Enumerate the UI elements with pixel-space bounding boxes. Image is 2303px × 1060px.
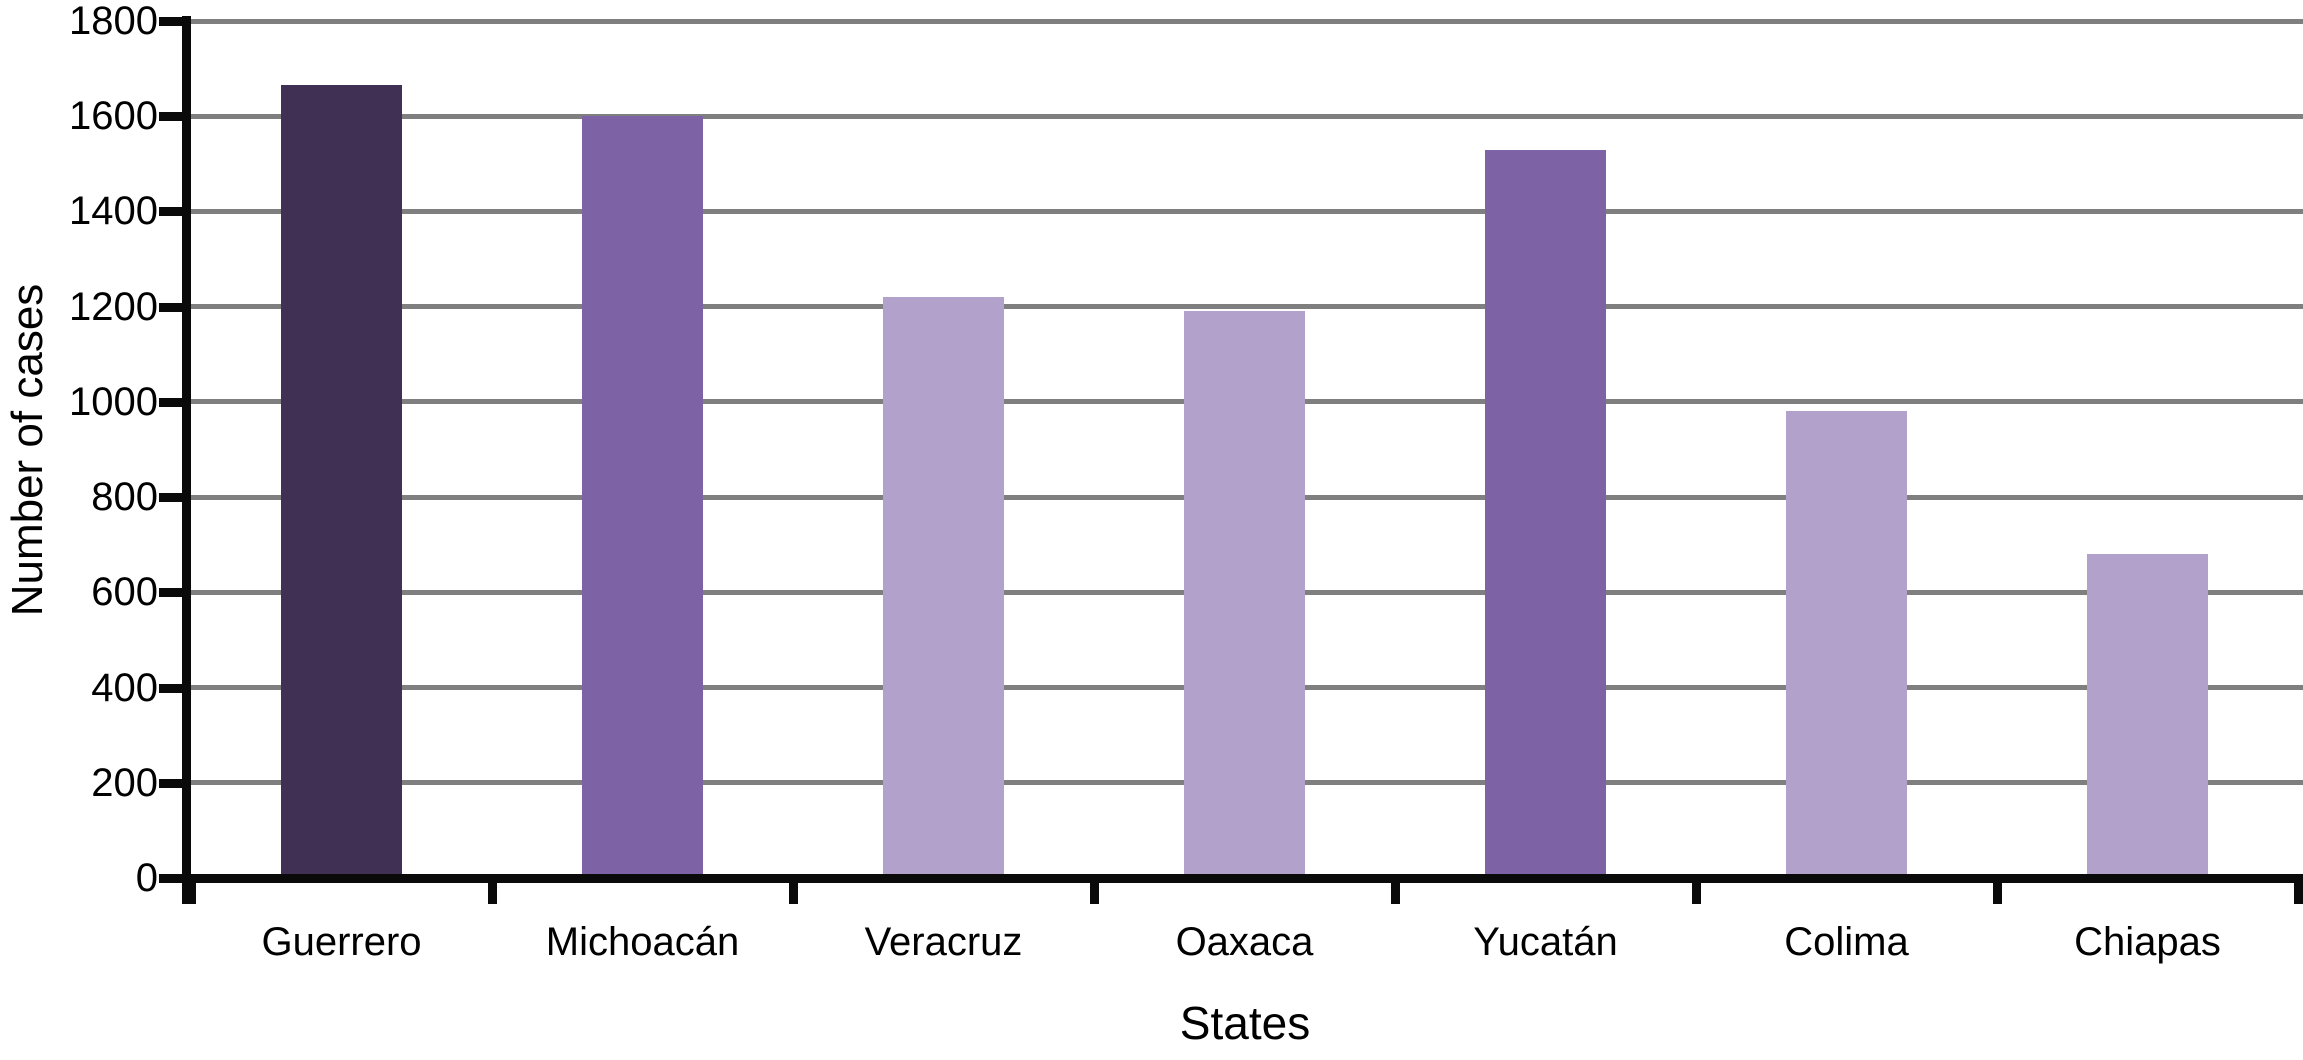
x-category-label-oaxaca: Oaxaca — [1175, 920, 1314, 964]
y-tick-label-1200: 1200 — [69, 284, 158, 329]
y-tick-label-0: 0 — [135, 856, 158, 900]
x-category-label-guerrero: Guerrero — [261, 920, 422, 964]
y-tick-label-600: 600 — [91, 570, 158, 615]
x-tick-boundary-6 — [1992, 878, 2002, 904]
y-tick-label-200: 200 — [91, 760, 158, 805]
bar-michoacan — [582, 116, 703, 878]
y-tick-1600 — [159, 112, 191, 122]
x-tick-boundary-1 — [487, 878, 497, 904]
x-tick-boundary-2 — [788, 878, 798, 904]
bar-yucatan — [1485, 149, 1606, 878]
y-tick-label-1400: 1400 — [69, 189, 158, 234]
gridline-1600 — [191, 113, 2303, 119]
x-axis-title: States — [1179, 997, 1311, 1049]
bar-veracruz — [883, 297, 1004, 878]
gridline-1200 — [191, 304, 2303, 310]
y-tick-1400 — [159, 207, 191, 217]
x-category-label-chiapas: Chiapas — [2074, 920, 2221, 964]
x-tick-boundary-3 — [1089, 878, 1099, 904]
x-category-label-michoacan: Michoacán — [545, 920, 740, 964]
x-axis-line — [182, 874, 2303, 883]
x-category-label-veracruz: Veracruz — [864, 920, 1023, 964]
y-tick-label-1600: 1600 — [69, 94, 158, 139]
y-tick-200 — [159, 778, 191, 788]
x-tick-boundary-5 — [1691, 878, 1701, 904]
y-tick-1000 — [159, 397, 191, 407]
x-tick-boundary-4 — [1390, 878, 1400, 904]
x-category-label-yucatan: Yucatán — [1473, 920, 1618, 964]
y-axis-line — [182, 16, 191, 904]
y-axis-title: Number of cases — [3, 283, 52, 617]
y-tick-0 — [159, 874, 191, 883]
y-tick-800 — [159, 493, 191, 503]
x-tick-boundary-7 — [2293, 878, 2303, 904]
gridline-1400 — [191, 208, 2303, 214]
bar-colima — [1786, 411, 1907, 878]
y-tick-1200 — [159, 302, 191, 312]
y-tick-400 — [159, 683, 191, 693]
y-tick-label-400: 400 — [91, 665, 158, 710]
bar-guerrero — [281, 85, 402, 878]
y-tick-label-1800: 1800 — [69, 0, 158, 43]
bar-oaxaca — [1184, 311, 1305, 878]
x-category-label-colima: Colima — [1784, 920, 1909, 964]
x-tick-boundary-0 — [186, 878, 196, 904]
y-tick-600 — [159, 588, 191, 598]
y-tick-label-800: 800 — [91, 475, 158, 520]
bar-chiapas — [2087, 554, 2208, 878]
y-tick-label-1000: 1000 — [69, 379, 158, 424]
y-tick-1800 — [159, 17, 191, 26]
gridline-1800 — [191, 18, 2303, 24]
